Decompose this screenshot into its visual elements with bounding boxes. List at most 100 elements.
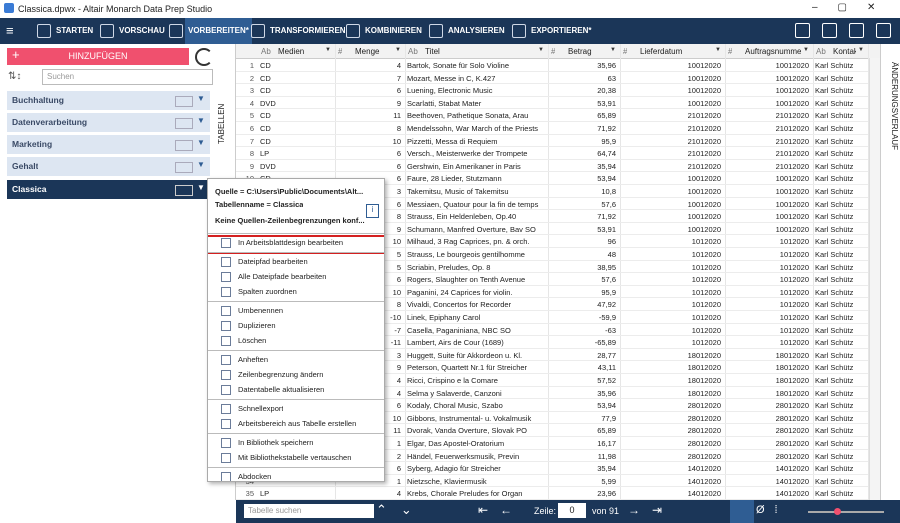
zoom-slider[interactable] [808, 511, 884, 513]
row-number: 2 [249, 73, 254, 83]
column-header[interactable]: Lieferdatum [640, 47, 683, 56]
table-search-placeholder: Tabelle suchen [248, 506, 302, 515]
cell: 8 [396, 124, 401, 133]
menu-item[interactable]: In Arbeitsblattdesign bearbeiten [238, 238, 344, 247]
cell: Scarlatti, Stabat Mater [407, 98, 482, 108]
cell: Beethoven, Pathetique Sonata, Arau [407, 111, 529, 121]
group-dropdown[interactable]: ▼ [197, 138, 205, 147]
menu-item[interactable]: VORSCHAU [119, 26, 165, 35]
search-placeholder: Suchen [47, 72, 75, 81]
table-group[interactable]: Gehalt ▼ [7, 157, 210, 176]
cell: 21012020 [775, 111, 809, 121]
window-controls[interactable]: –▢✕ [812, 2, 896, 13]
menu-item[interactable]: Löschen [238, 335, 267, 345]
add-button[interactable]: HINZUFÜGEN [7, 48, 189, 65]
cell: 3 [396, 187, 401, 196]
column-dropdown[interactable]: ▼ [325, 47, 331, 53]
column-header[interactable]: Kontakt [833, 47, 856, 56]
menu-item[interactable]: KOMBINIEREN [365, 26, 422, 35]
row-nav-right[interactable]: →⇥ [628, 503, 675, 517]
toolbar-icon[interactable] [849, 23, 864, 38]
cell: 10012020 [775, 61, 809, 70]
column-dropdown[interactable]: ▼ [858, 47, 864, 53]
cell: 10012020 [687, 73, 721, 83]
menu-item[interactable]: Datentabelle aktualisieren [238, 384, 325, 394]
scrollbar[interactable] [869, 58, 880, 500]
column-dropdown[interactable]: ▼ [803, 47, 809, 53]
row-divider [236, 473, 868, 475]
sort-icon[interactable]: ⇅↕ [8, 71, 22, 82]
menu-item[interactable]: Spalten zuordnen [238, 286, 297, 296]
hamburger[interactable]: ≡ [6, 23, 14, 38]
column-type: Ab [816, 47, 826, 56]
history-tab[interactable]: ÄNDERUNGSVERLAUF [890, 62, 899, 151]
menu-item[interactable]: In Bibliothek speichern [238, 438, 314, 448]
menu-item[interactable]: Zeilenbegrenzung ändern [238, 369, 324, 379]
row-divider [236, 499, 868, 500]
cell: 10,8 [601, 187, 616, 196]
column-dropdown[interactable]: ▼ [395, 47, 401, 53]
view-icons[interactable]: Ø⁞ [756, 504, 788, 516]
menu-item[interactable]: Duplizieren [238, 321, 276, 330]
column-header[interactable]: Menge [355, 47, 380, 56]
menu-item[interactable]: ANALYSIEREN [448, 26, 505, 35]
cell: Mozart, Messe in C, K.427 [407, 73, 496, 83]
row-divider [236, 196, 868, 198]
cell: 18012020 [687, 388, 721, 398]
row-divider [236, 146, 868, 148]
menu-item[interactable]: VORBEREITEN* [185, 18, 252, 44]
menu-separator [208, 399, 384, 400]
group-dropdown[interactable]: ▼ [197, 94, 205, 103]
menu-item[interactable]: Arbeitsbereich aus Tabelle erstellen [238, 418, 357, 428]
group-dropdown[interactable]: ▼ [197, 116, 205, 125]
cell: -59,9 [598, 313, 616, 322]
cell: 21012020 [687, 161, 721, 171]
row-divider [236, 461, 868, 463]
menu-item[interactable]: Schnellexport [238, 404, 284, 413]
tables-tab[interactable]: TABELLEN [217, 103, 226, 144]
nav-arrows[interactable]: ⌃⌄ [376, 502, 426, 517]
column-dropdown[interactable]: ▼ [610, 47, 616, 53]
cell: 18012020 [775, 388, 809, 398]
table-group[interactable]: Datenverarbeitung ▼ [7, 113, 210, 132]
menu-item[interactable]: TRANSFORMIEREN [270, 26, 346, 35]
column-dropdown[interactable]: ▼ [715, 47, 721, 53]
menu-item[interactable]: Alle Dateipfade bearbeiten [238, 272, 327, 282]
cell: 35,94 [597, 161, 616, 171]
cell: 4 [396, 489, 401, 499]
menu-item[interactable]: Umbenennen [238, 306, 284, 316]
column-header[interactable]: Titel [425, 47, 440, 56]
toolbar-icon[interactable] [876, 23, 891, 38]
group-label: Datenverarbeitung [12, 117, 88, 127]
cell: Händel, Feuerwerksmusik, Previn [407, 451, 520, 461]
toggle-active[interactable] [730, 500, 754, 523]
group-dropdown[interactable]: ▼ [197, 183, 205, 192]
group-dropdown[interactable]: ▼ [197, 160, 205, 169]
menu-item[interactable]: Anheften [238, 355, 269, 365]
table-group[interactable]: Buchhaltung ▼ [7, 91, 210, 110]
menu-item[interactable]: Dateipfad bearbeiten [238, 257, 308, 267]
refresh-icon[interactable] [195, 48, 213, 66]
search-box[interactable]: Suchen [42, 69, 213, 85]
column-header[interactable]: Auftragsnummer [745, 47, 801, 56]
toolbar-icon[interactable] [795, 23, 810, 38]
info-icon[interactable]: i [366, 204, 379, 218]
cell: 7 [396, 73, 401, 83]
cell: 10012020 [775, 199, 809, 209]
menu-item[interactable]: EXPORTIEREN* [531, 26, 592, 35]
row-input[interactable]: 0 [558, 503, 586, 518]
row-number: 4 [249, 98, 254, 108]
zoom-thumb[interactable] [834, 508, 841, 515]
table-group[interactable]: Classica ▼ [7, 180, 210, 199]
toolbar-icon[interactable] [822, 23, 837, 38]
row-number: 35 [245, 489, 254, 499]
menu-item[interactable]: Abdocken [238, 472, 272, 482]
row-nav-left[interactable]: ⇤← [478, 503, 525, 517]
column-header[interactable]: Betrag [568, 47, 592, 56]
menu-item[interactable]: Mit Bibliothekstabelle vertauschen [238, 452, 352, 462]
table-group[interactable]: Marketing ▼ [7, 135, 210, 154]
menu-item[interactable]: STARTEN [56, 26, 94, 35]
column-header[interactable]: Medien [278, 47, 305, 56]
column-dropdown[interactable]: ▼ [538, 47, 544, 53]
table-search[interactable]: Tabelle suchen [244, 504, 374, 518]
